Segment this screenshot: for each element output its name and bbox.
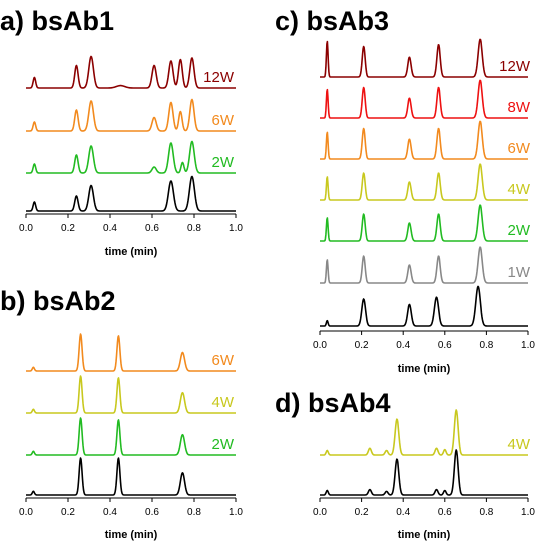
panel-c-series-label: 2W [508,222,531,239]
panel-d-title: d) bsAb4 [275,388,391,418]
panel-b-traces: 6W 4W 2W [25,333,237,496]
panel-b-tick-label: 0.8 [187,507,201,518]
panel-c-series-label: 8W [508,99,531,116]
panel-b-xlabel: time (min) [105,529,158,541]
panel-c-tick-label: 1.0 [521,340,535,351]
panel-b-trace-reference [25,457,237,496]
panel-d-tick-label: 0.6 [438,507,452,518]
panel-c-tick-label: 0.4 [396,340,410,351]
panel-d-tick-label: 1.0 [521,507,535,518]
panel-c-ticks: 0.0 0.2 0.4 0.6 0.8 1.0 [313,331,535,351]
panel-a-title: a) bsAb1 [0,6,114,36]
panel-c-series-label: 4W [508,181,531,198]
panel-b-series-label: 4W [212,394,235,411]
panel-a-trace-12w [25,55,237,89]
panel-c-series-label: 12W [499,58,531,75]
panel-c-trace-8w [319,79,529,119]
panel-c: c) bsAb3 12W 8W 6W 4W 2W 1W 0.0 0.2 0.4 0.6 0.8 1.… [275,6,535,375]
panel-d-tick-label: 0.2 [355,507,369,518]
panel-b-ticks: 0.0 0.2 0.4 0.6 0.8 1.0 [19,498,243,518]
panel-c-tick-label: 0.2 [355,340,369,351]
panel-d-trace-4w [319,409,529,456]
panel-c-trace-reference [319,285,529,327]
panel-d-series-label: 4W [508,436,531,453]
panel-c-tick-label: 0.8 [479,340,493,351]
panel-c-trace-1w [319,246,529,284]
panel-a-ticks: 0.0 0.2 0.4 0.6 0.8 1.0 [19,214,243,234]
panel-c-series-label: 1W [508,264,531,281]
panel-d-tick-label: 0.4 [396,507,410,518]
panel-b-series-label: 6W [212,352,235,369]
panel-a-tick-label: 1.0 [229,223,243,234]
panel-c-title: c) bsAb3 [275,6,389,36]
panel-c-traces: 12W 8W 6W 4W 2W 1W [319,38,531,327]
panel-a-series-label: 6W [212,112,235,129]
panel-a-xlabel: time (min) [105,246,158,258]
panel-a-tick-label: 0.8 [187,223,201,234]
panel-d-tick-label: 0.0 [313,507,327,518]
panel-b-tick-label: 1.0 [229,507,243,518]
panel-a-trace-6w [25,98,237,132]
panel-b-trace-2w [25,417,237,456]
panel-d-traces: 4W [319,409,531,496]
panel-c-tick-label: 0.6 [438,340,452,351]
panel-d-tick-label: 0.8 [479,507,493,518]
panel-b-series-label: 2W [212,436,235,453]
panel-a-tick-label: 0.6 [145,223,159,234]
panel-a: a) bsAb1 12W 6W 2W 0.0 0.2 0.4 0.6 0.8 1.0 time… [0,6,243,258]
panel-a-trace-2w [25,140,237,174]
panel-c-xlabel: time (min) [398,363,451,375]
panel-b-trace-6w [25,333,237,372]
panel-a-series-label: 12W [203,69,235,86]
panel-b-trace-4w [25,375,237,414]
panel-a-series-label: 2W [212,154,235,171]
panel-b-title: b) bsAb2 [0,286,116,316]
panel-a-trace-reference [25,175,237,212]
panel-d: d) bsAb4 4W 0.0 0.2 0.4 0.6 0.8 1.0 time (min… [275,388,535,541]
panel-b-tick-label: 0.6 [145,507,159,518]
panel-b-tick-label: 0.2 [61,507,75,518]
panel-c-trace-4w [319,163,529,201]
panel-b-tick-label: 0.0 [19,507,33,518]
panel-c-series-label: 6W [508,140,531,157]
panel-a-tick-label: 0.0 [19,223,33,234]
panel-d-xlabel: time (min) [398,529,451,541]
panel-a-tick-label: 0.4 [103,223,117,234]
panel-c-trace-6w [319,120,529,160]
panel-d-ticks: 0.0 0.2 0.4 0.6 0.8 1.0 [313,498,535,518]
panel-c-tick-label: 0.0 [313,340,327,351]
panel-a-traces: 12W 6W 2W [25,55,237,212]
panel-c-trace-2w [319,204,529,242]
panel-d-trace-reference [319,449,529,496]
panel-b: b) bsAb2 6W 4W 2W 0.0 0.2 0.4 0.6 0.8 1.0 time … [0,286,243,541]
panel-b-tick-label: 0.4 [103,507,117,518]
panel-a-tick-label: 0.2 [61,223,75,234]
panel-c-trace-12w [319,38,529,78]
